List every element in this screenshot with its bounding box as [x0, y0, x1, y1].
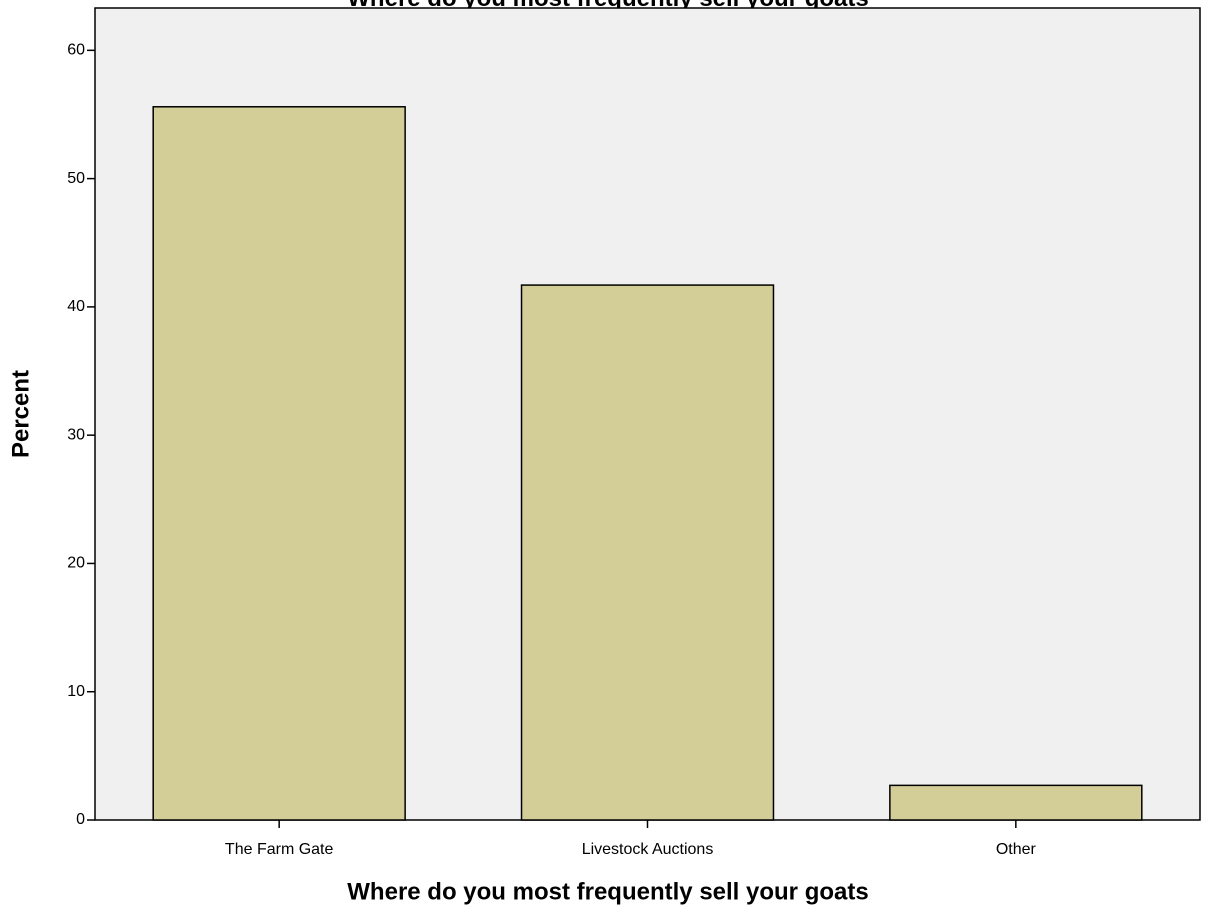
- x-tick-label: Other: [996, 841, 1037, 858]
- y-tick-label: 30: [67, 426, 85, 443]
- x-tick-label: The Farm Gate: [225, 841, 334, 858]
- y-tick-label: 50: [67, 170, 85, 187]
- y-tick-label: 60: [67, 42, 85, 59]
- x-tick-label: Livestock Auctions: [582, 841, 714, 858]
- y-tick-label: 40: [67, 298, 85, 315]
- bar: [152, 106, 406, 821]
- bar: [520, 284, 775, 821]
- y-axis-label: Percent: [7, 370, 34, 458]
- y-tick-label: 0: [76, 811, 85, 828]
- y-tick-label: 20: [67, 555, 85, 572]
- y-tick-label: 10: [67, 683, 85, 700]
- bar: [889, 784, 1143, 821]
- x-axis-label: Where do you most frequently sell your g…: [347, 878, 868, 905]
